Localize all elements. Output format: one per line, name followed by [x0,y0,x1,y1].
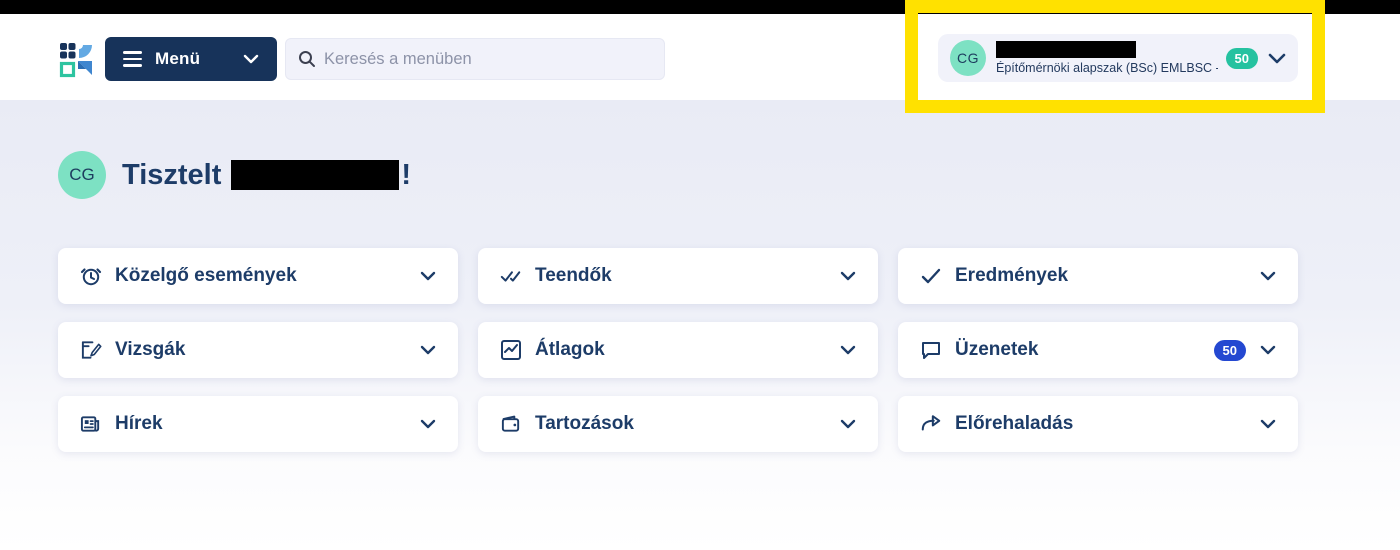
greeting: CG Tisztelt ! [58,151,411,199]
message-bubble-icon [920,339,942,361]
greeting-suffix: ! [401,158,412,191]
dashboard-cards: Közelgő események Teendők Eredmények [58,248,1298,452]
chevron-down-icon [840,271,856,281]
chevron-down-icon [420,345,436,355]
user-notification-badge: 50 [1225,47,1258,69]
chevron-down-icon [243,54,259,64]
wallet-icon [500,413,522,435]
neptun-logo-icon[interactable] [59,42,93,78]
card-hirek[interactable]: Hírek [58,396,458,452]
chevron-down-icon [1260,271,1276,281]
card-label: Vizsgák [115,339,186,360]
menu-button[interactable]: Menü [105,37,277,81]
user-program-label: Építőmérnöki alapszak (BSc) EMLBSC - a..… [996,61,1218,75]
greeting-avatar: CG [58,151,106,199]
card-label: Teendők [535,265,612,286]
card-kozelgo-esemenyek[interactable]: Közelgő események [58,248,458,304]
greeting-salutation: Tisztelt [122,158,222,191]
chevron-down-icon [840,419,856,429]
chart-icon [500,339,522,361]
search-input[interactable] [324,49,652,69]
chevron-down-icon [420,271,436,281]
card-vizsgak[interactable]: Vizsgák [58,322,458,378]
top-black-bar [0,0,1400,14]
chevron-down-icon [1260,345,1276,355]
double-check-icon [500,265,522,287]
user-name-redacted [996,41,1136,58]
chevron-down-icon [420,419,436,429]
card-label: Hírek [115,413,163,434]
forward-arrow-icon [920,413,942,435]
card-teendok[interactable]: Teendők [478,248,878,304]
greeting-title: Tisztelt ! [122,159,411,192]
search-icon [298,50,316,68]
messages-count-badge: 50 [1213,339,1246,361]
user-avatar: CG [950,40,986,76]
alarm-clock-icon [80,265,102,287]
card-label: Közelgő események [115,265,297,286]
card-uzenetek[interactable]: Üzenetek 50 [898,322,1298,378]
card-elorehaladas[interactable]: Előrehaladás [898,396,1298,452]
header: Menü CG Építőmérnöki alapszak (BSc) EMLB… [0,14,1400,100]
newspaper-icon [80,413,102,435]
card-atlagok[interactable]: Átlagok [478,322,878,378]
card-label: Üzenetek [955,339,1039,360]
menu-search [285,38,665,80]
card-label: Tartozások [535,413,634,434]
exam-note-icon [80,339,102,361]
chevron-down-icon [1260,419,1276,429]
menu-button-label: Menü [155,49,201,68]
main-content: CG Tisztelt ! Közelgő események Teendők [0,100,1400,550]
card-label: Átlagok [535,339,605,360]
card-label: Előrehaladás [955,413,1074,434]
card-eredmenyek[interactable]: Eredmények [898,248,1298,304]
card-tartozasok[interactable]: Tartozások [478,396,878,452]
greeting-name-redacted [231,160,400,190]
check-icon [920,265,942,287]
user-menu[interactable]: CG Építőmérnöki alapszak (BSc) EMLBSC - … [938,34,1298,82]
chevron-down-icon [1268,53,1286,64]
hamburger-icon [123,51,142,67]
card-label: Eredmények [955,265,1069,286]
chevron-down-icon [840,345,856,355]
